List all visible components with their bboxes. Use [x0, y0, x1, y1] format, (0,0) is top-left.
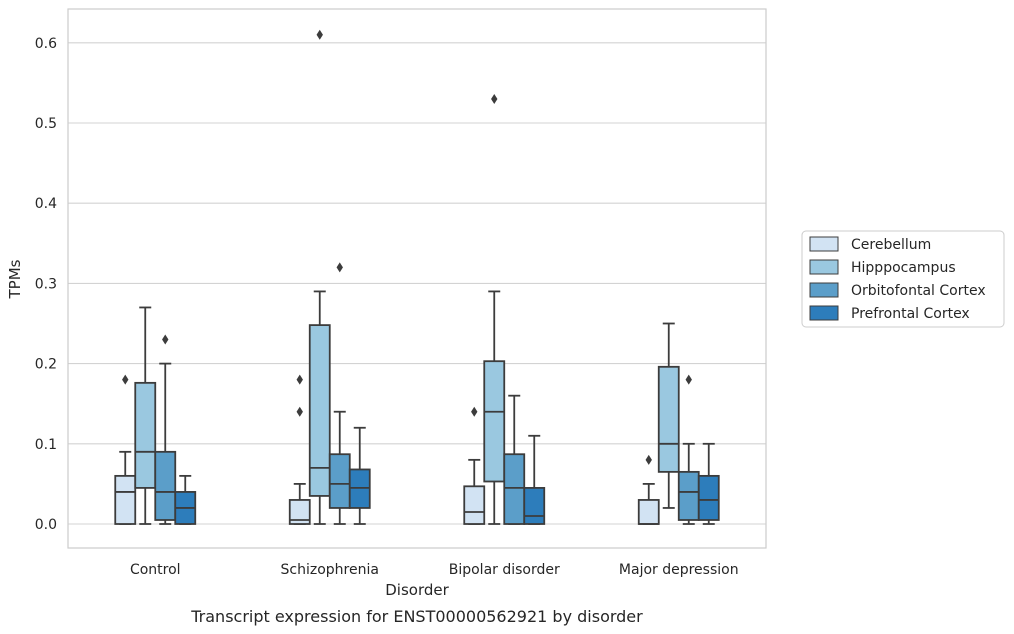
- box-plot: [677, 374, 700, 525]
- box: [503, 453, 526, 525]
- box-plot: [114, 374, 137, 525]
- box-plot: [174, 474, 197, 525]
- outlier-point: [162, 334, 169, 345]
- legend-swatch: [809, 305, 839, 321]
- box: [677, 470, 700, 521]
- box-plot: [657, 322, 680, 509]
- y-tick-label: 0.1: [35, 437, 57, 453]
- x-tick-label: Major depression: [619, 562, 739, 578]
- legend-label: Cerebellum: [851, 237, 931, 253]
- box: [523, 487, 546, 525]
- box: [154, 450, 177, 521]
- box-plot: [308, 29, 331, 525]
- legend-swatch: [809, 236, 839, 252]
- outlier-point: [645, 454, 652, 465]
- legend-frame: [801, 230, 1005, 328]
- box-plot: [463, 406, 486, 525]
- y-tick-label: 0.3: [35, 276, 57, 292]
- box: [697, 474, 720, 521]
- y-tick-label: 0.6: [35, 36, 57, 52]
- box-plot: [503, 394, 526, 525]
- box-plot: [328, 262, 351, 525]
- outlier-point: [685, 374, 692, 385]
- legend-swatch: [809, 259, 839, 275]
- outlier-point: [336, 262, 343, 273]
- legend-label: Prefrontal Cortex: [851, 306, 970, 322]
- legend-label: Orbitofontal Cortex: [851, 283, 986, 299]
- box-plot: [348, 426, 371, 525]
- y-tick-label: 0.0: [35, 517, 57, 533]
- x-tick-label: Bipolar disorder: [449, 562, 560, 578]
- box: [657, 365, 680, 473]
- plot-frame: [67, 8, 767, 549]
- box-plot: [483, 93, 506, 525]
- box-plot: [637, 454, 660, 525]
- box: [328, 453, 351, 509]
- legend-swatch: [809, 282, 839, 298]
- x-tick-label: Schizophrenia: [281, 562, 379, 578]
- box: [483, 360, 506, 483]
- y-tick-label: 0.5: [35, 116, 57, 132]
- box-plot: [697, 442, 720, 525]
- legend-label: Hipppocampus: [851, 260, 956, 276]
- outlier-point: [122, 374, 129, 385]
- box: [288, 499, 311, 525]
- x-axis-title: Disorder: [385, 581, 449, 599]
- y-tick-label: 0.4: [35, 196, 57, 212]
- box-plot: [523, 434, 546, 525]
- legend: Cerebellum Hipppocampus Orbitofontal Corte…: [801, 230, 1005, 328]
- box-plot: [154, 334, 177, 525]
- box: [308, 324, 331, 497]
- y-axis-title: TPMs: [6, 259, 24, 299]
- y-axis-ticks: 0.0 0.1 0.2 0.3 0.4 0.5 0.6: [35, 36, 57, 533]
- box-plot: [288, 374, 311, 525]
- outlier-point: [316, 29, 323, 40]
- gridlines: [68, 42, 766, 525]
- x-tick-label: Control: [130, 562, 181, 578]
- box-plot: [134, 306, 157, 525]
- box: [463, 485, 486, 525]
- outlier-point: [491, 93, 498, 104]
- x-axis-ticks: Control Schizophrenia Bipolar disorder Majo…: [130, 562, 739, 578]
- chart-caption: Transcript expression for ENST0000056292…: [190, 607, 643, 626]
- box: [114, 474, 137, 525]
- outlier-point: [296, 374, 303, 385]
- outlier-point: [471, 406, 478, 417]
- legend-entries: Cerebellum Hipppocampus Orbitofontal Corte…: [809, 236, 986, 322]
- box: [637, 499, 660, 525]
- outlier-point: [296, 406, 303, 417]
- boxes: [114, 29, 720, 525]
- box: [134, 381, 157, 489]
- y-tick-label: 0.2: [35, 357, 57, 373]
